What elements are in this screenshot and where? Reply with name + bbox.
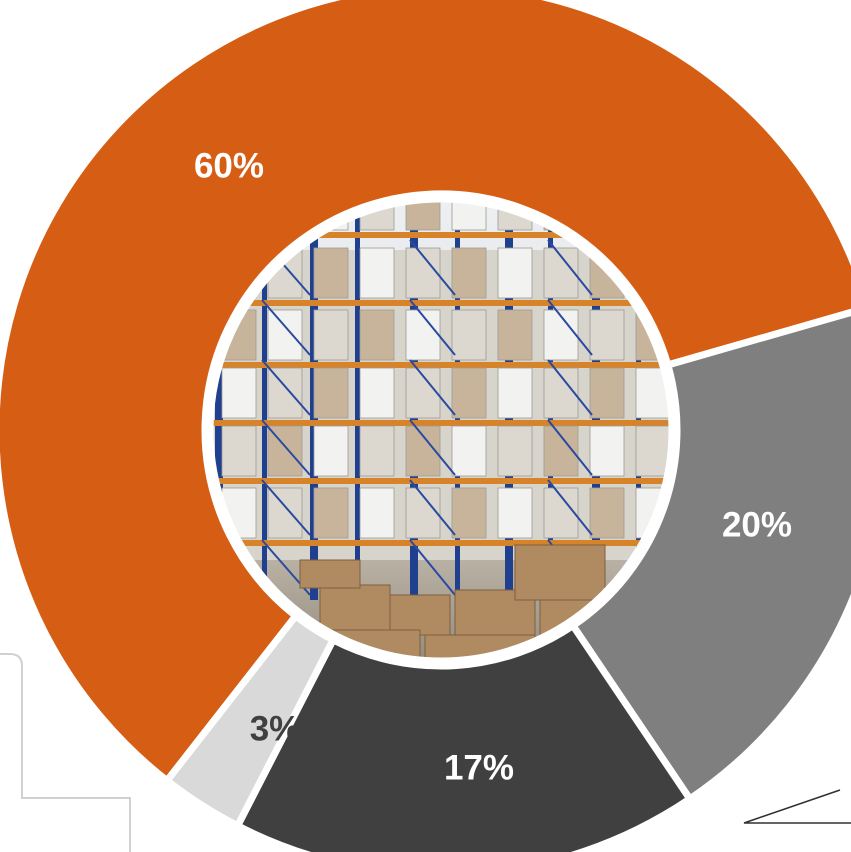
pallet-goods: [497, 425, 533, 477]
slice-label-60: 60%: [194, 147, 264, 186]
pallet-goods: [359, 247, 395, 299]
pallet-goods: [589, 309, 625, 361]
rack-brace: [547, 479, 593, 536]
rack-upright: [215, 200, 223, 600]
slice-label-17: 17%: [444, 749, 514, 788]
pallet-goods: [589, 367, 625, 419]
pallet-goods: [451, 425, 487, 477]
pallet-goods: [313, 425, 349, 477]
rack-beam: [209, 420, 673, 426]
pallet-goods: [267, 367, 303, 419]
rack-upright: [262, 200, 267, 600]
pallet-goods: [497, 309, 533, 361]
pallet-goods: [267, 487, 303, 539]
pallet-goods: [451, 309, 487, 361]
pallet-goods: [313, 367, 349, 419]
pallet-goods: [221, 425, 257, 477]
slice-labels: 60% 20% 17% 3%: [194, 147, 792, 788]
rack-brace: [261, 299, 311, 356]
rack-brace: [261, 479, 311, 536]
rack-beam: [209, 478, 673, 484]
pallet-goods: [543, 309, 579, 361]
rack-beam: [209, 362, 673, 368]
decorative-frame-lines: [0, 653, 851, 852]
rack-upright: [355, 200, 360, 600]
pallet-goods: [313, 309, 349, 361]
slice-label-3: 3%: [250, 710, 301, 749]
rack-brace: [547, 359, 593, 416]
rack-brace: [409, 239, 456, 296]
pallet-goods: [589, 425, 625, 477]
rack-brace: [409, 479, 456, 536]
rack-brace: [261, 419, 311, 476]
pallet-goods: [359, 487, 395, 539]
pallet-goods: [313, 247, 349, 299]
pallet-goods: [221, 367, 257, 419]
pallet-goods: [451, 367, 487, 419]
pallet-goods: [359, 425, 395, 477]
rack-brace: [547, 239, 593, 296]
pallet-goods: [451, 487, 487, 539]
slice-label-20: 20%: [722, 506, 792, 545]
rack-brace: [409, 419, 456, 476]
rack-beam: [209, 232, 673, 238]
pallet-goods: [359, 367, 395, 419]
rack-brace: [409, 299, 456, 356]
rack-beam: [209, 540, 673, 546]
rack-brace: [261, 359, 311, 416]
pallet-goods: [589, 487, 625, 539]
pallet-goods: [405, 309, 441, 361]
photo-border: [204, 193, 678, 667]
rack-brace: [547, 299, 593, 356]
pallet-goods: [359, 309, 395, 361]
pallet-goods: [313, 487, 349, 539]
pallet-goods: [267, 309, 303, 361]
pallet-goods: [497, 487, 533, 539]
rack-brace: [409, 539, 456, 596]
rack-brace: [409, 359, 456, 416]
pallet-goods: [497, 247, 533, 299]
rack-beam: [209, 300, 673, 306]
pallet-goods: [497, 367, 533, 419]
rack-brace: [547, 419, 593, 476]
pallet-goods: [635, 425, 671, 477]
pallet-goods: [451, 247, 487, 299]
